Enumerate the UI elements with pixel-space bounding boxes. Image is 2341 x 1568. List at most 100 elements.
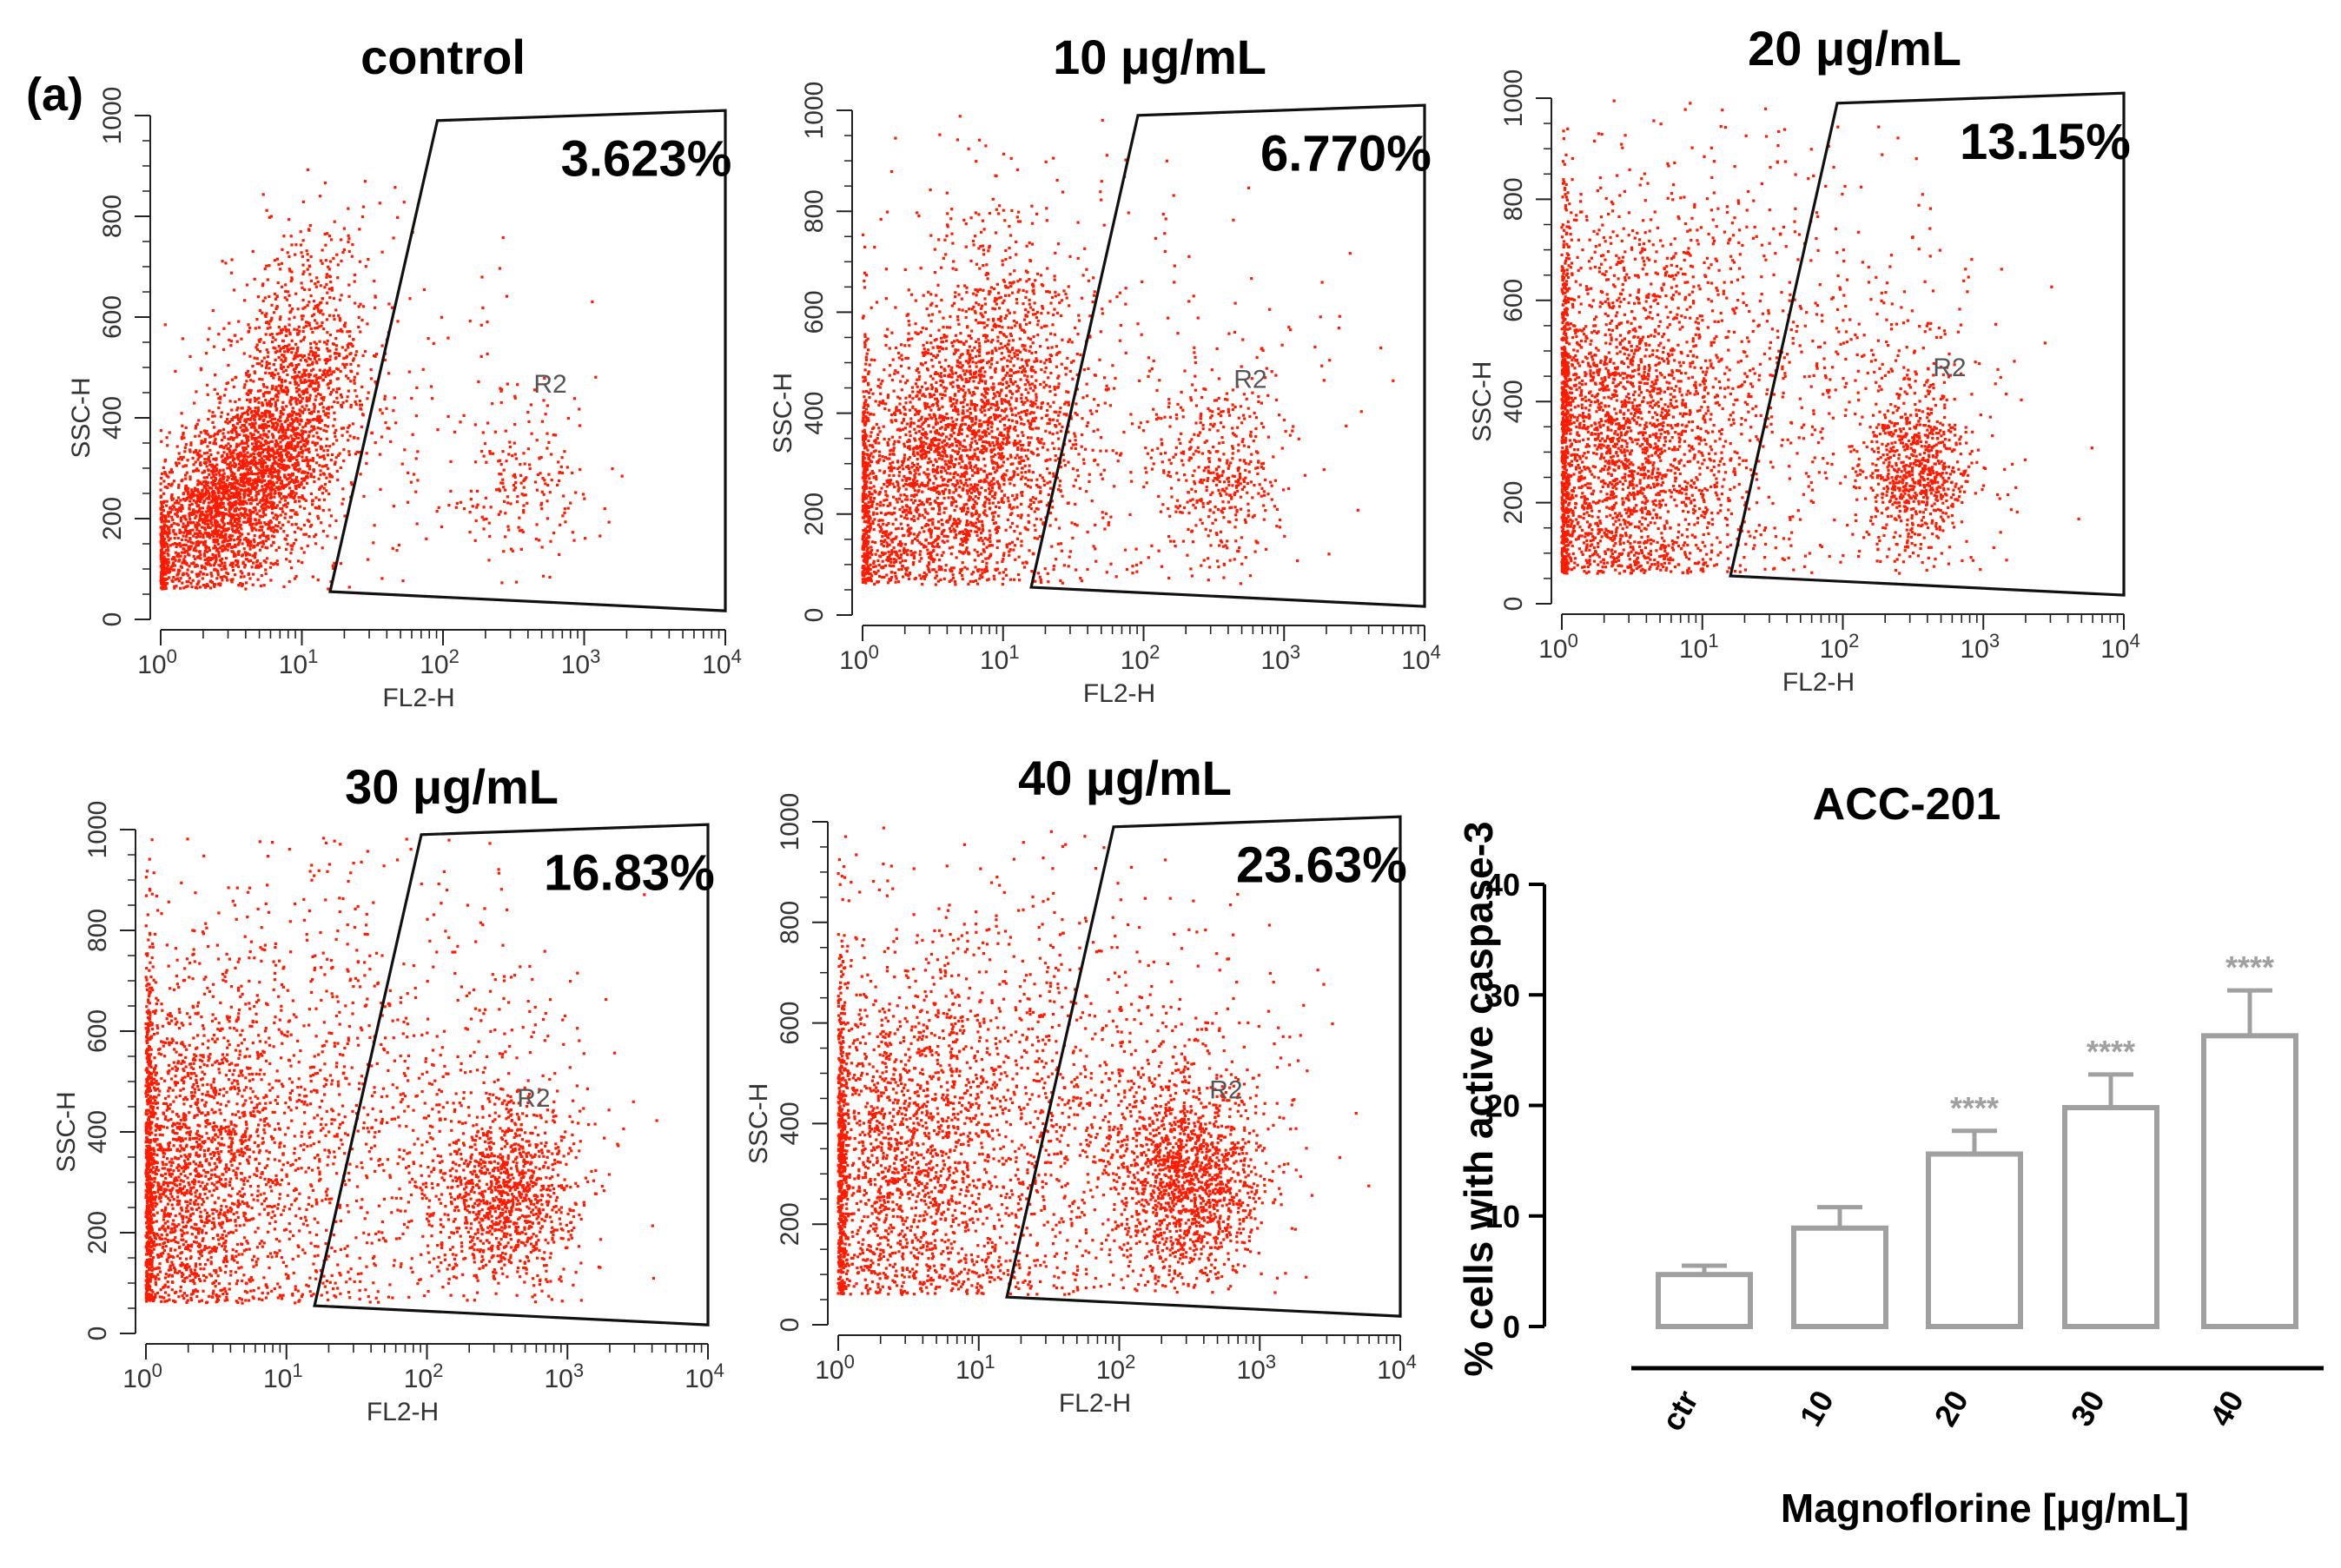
- bar: [1928, 1154, 2020, 1327]
- x-tick-label: 104: [684, 1360, 724, 1393]
- x-tick-label: 102: [404, 1360, 444, 1393]
- y-axis-label: SSC-H: [744, 1083, 773, 1164]
- plot-title: 40 μg/mL: [1018, 751, 1232, 805]
- plot-title: 30 μg/mL: [345, 759, 559, 814]
- y-tick-label: 600: [1499, 279, 1528, 322]
- x-tick-exponent: 2: [449, 645, 460, 667]
- y-axis-label: SSC-H: [1468, 361, 1497, 442]
- x-tick-exponent: 1: [1708, 630, 1718, 652]
- bar-x-axis-label: Magnoflorine [μg/mL]: [1781, 1485, 2189, 1531]
- x-tick-base: 10: [815, 1356, 843, 1385]
- panel-label: (a): [26, 68, 83, 122]
- bar: [1658, 1274, 1750, 1327]
- x-tick-exponent: 3: [1989, 630, 2000, 652]
- x-tick-label: 104: [2100, 630, 2140, 664]
- y-tick-label: 800: [1499, 177, 1528, 221]
- bar: [2204, 1035, 2296, 1327]
- y-axis-label: SSC-H: [67, 377, 96, 458]
- y-tick-label: 800: [98, 195, 127, 238]
- gate-label: R2: [1933, 354, 1966, 382]
- y-axis-label: SSC-H: [769, 373, 797, 453]
- x-tick-base: 10: [2100, 635, 2129, 664]
- y-tick-label: 200: [776, 1202, 804, 1246]
- x-tick-exponent: 4: [1431, 641, 1441, 663]
- y-tick-label: 400: [1499, 380, 1528, 423]
- bar-category-label: 40: [2202, 1385, 2251, 1432]
- significance-label: ****: [1950, 1090, 1999, 1126]
- bar-category-label: 30: [2063, 1385, 2112, 1432]
- y-tick-label: 200: [1499, 481, 1528, 525]
- x-tick-exponent: 2: [1149, 641, 1160, 663]
- x-tick-label: 101: [956, 1351, 995, 1385]
- x-tick-base: 10: [1096, 1356, 1125, 1385]
- x-tick-label: 104: [1401, 641, 1441, 675]
- x-tick-exponent: 4: [1406, 1351, 1417, 1373]
- x-axis-label: FL2-H: [367, 1398, 439, 1426]
- scatter-points: [861, 115, 1394, 586]
- y-axis-label: SSC-H: [52, 1091, 81, 1172]
- y-tick-label: 0: [98, 612, 127, 627]
- x-tick-exponent: 2: [1848, 630, 1859, 652]
- x-tick-base: 10: [1260, 646, 1289, 675]
- x-tick-label: 103: [1260, 641, 1300, 675]
- x-tick-label: 100: [1538, 630, 1578, 664]
- y-tick-label: 200: [83, 1211, 112, 1254]
- gate-percent: 6.770%: [1260, 126, 1432, 182]
- bar-y-tick-label: 0: [1503, 1309, 1520, 1345]
- x-tick-base: 10: [1820, 635, 1848, 664]
- y-tick-label: 1000: [1499, 69, 1528, 128]
- x-tick-label: 102: [1820, 630, 1860, 664]
- x-tick-exponent: 0: [1568, 630, 1578, 652]
- gate-label: R2: [1233, 366, 1266, 394]
- x-tick-label: 100: [137, 645, 177, 679]
- x-tick-exponent: 3: [590, 645, 600, 667]
- x-tick-exponent: 2: [433, 1360, 443, 1381]
- x-tick-base: 10: [404, 1365, 433, 1393]
- gate-label: R2: [533, 370, 566, 399]
- y-tick-label: 0: [776, 1318, 804, 1333]
- x-tick-exponent: 0: [152, 1360, 162, 1381]
- y-tick-label: 400: [776, 1102, 804, 1145]
- scatter-points: [837, 827, 1370, 1296]
- x-tick-exponent: 0: [869, 641, 879, 663]
- x-tick-exponent: 4: [714, 1360, 724, 1381]
- gate-percent: 13.15%: [1960, 114, 2131, 170]
- x-tick-label: 100: [815, 1351, 855, 1385]
- y-tick-label: 600: [98, 295, 127, 339]
- x-tick-label: 103: [1236, 1351, 1276, 1385]
- y-tick-label: 800: [83, 909, 112, 952]
- y-tick-label: 0: [1499, 597, 1528, 612]
- gate-label: R2: [517, 1084, 550, 1113]
- x-tick-base: 10: [420, 651, 448, 679]
- plot-title: 10 μg/mL: [1053, 30, 1266, 84]
- x-axis-label: FL2-H: [1083, 679, 1155, 708]
- significance-label: ****: [2086, 1034, 2135, 1069]
- x-tick-label: 100: [839, 641, 879, 675]
- x-tick-exponent: 4: [731, 645, 742, 667]
- x-tick-label: 102: [1096, 1351, 1136, 1385]
- x-tick-base: 10: [839, 646, 868, 675]
- x-tick-label: 102: [1121, 641, 1161, 675]
- x-tick-base: 10: [702, 651, 731, 679]
- gate-percent: 16.83%: [544, 845, 715, 902]
- y-tick-label: 1000: [800, 82, 829, 140]
- x-tick-label: 103: [561, 645, 601, 679]
- x-tick-label: 102: [420, 645, 460, 679]
- gate-percent: 3.623%: [561, 131, 732, 188]
- y-tick-label: 1000: [98, 87, 127, 145]
- x-tick-label: 103: [544, 1360, 584, 1393]
- bar-y-axis-label: % cells with active caspase-3: [1456, 821, 1501, 1376]
- x-tick-base: 10: [122, 1365, 151, 1393]
- x-tick-exponent: 0: [844, 1351, 855, 1373]
- x-tick-base: 10: [1538, 635, 1567, 664]
- y-tick-label: 200: [98, 497, 127, 540]
- x-tick-base: 10: [1121, 646, 1149, 675]
- scatter-points: [1560, 100, 2093, 575]
- y-tick-label: 600: [776, 1002, 804, 1045]
